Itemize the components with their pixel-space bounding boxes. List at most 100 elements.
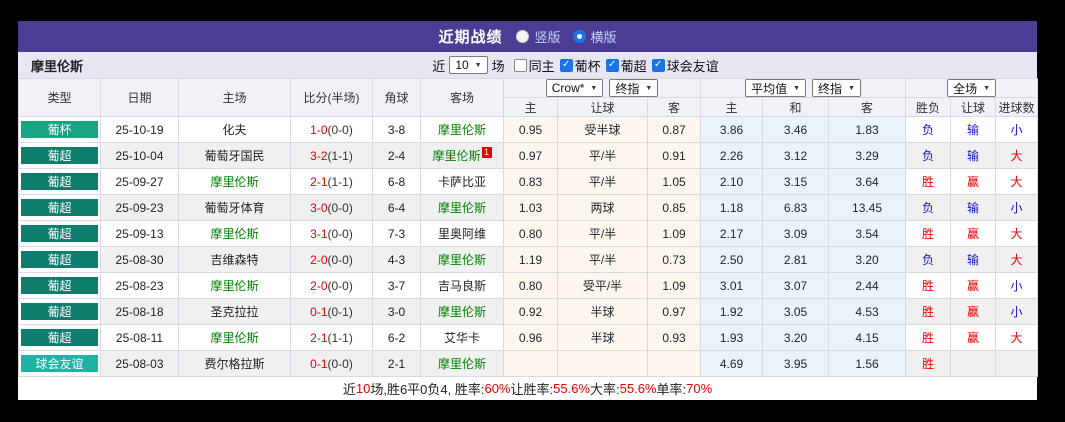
match-count-select[interactable]: 10 ▼ (449, 56, 488, 74)
outcome-cell (995, 350, 1039, 377)
home-team-cell[interactable]: 摩里伦斯 (178, 272, 291, 299)
full-score: 2-0 (310, 252, 328, 267)
handicap-odds-cell: 0.85 (646, 194, 702, 221)
average-odds-cell: 3.15 (762, 168, 830, 195)
outcome-cell: 大 (995, 324, 1039, 351)
summary-segment: 场,胜6平0负4, 胜率: (370, 382, 485, 397)
handicap-odds-cell: 1.09 (646, 272, 702, 299)
filter-checkbox-item[interactable]: ✓ 球会友谊 (651, 56, 719, 75)
home-team-cell[interactable]: 摩里伦斯 (178, 220, 291, 247)
layout-radio-vertical[interactable]: 竖版 (516, 27, 561, 46)
outcome-cell: 赢 (950, 298, 997, 325)
panel-title: 近期战绩 (438, 29, 503, 46)
sub-col-header: 客 (646, 97, 702, 117)
handicap-odds-cell: 0.87 (646, 116, 702, 143)
away-team-name: 摩里伦斯 (437, 201, 486, 215)
away-team-cell[interactable]: 摩里伦斯 (420, 194, 504, 221)
away-team-cell[interactable]: 摩里伦斯 (420, 298, 504, 325)
average-odds-cell: 3.64 (828, 168, 907, 195)
filter-controls: 近 10 ▼ 场 同主 ✓ 葡杯 ✓ 葡超 ✓ 球会友谊 (432, 56, 719, 75)
away-team-name: 摩里伦斯 (437, 123, 486, 137)
handicap-odds-cell: 0.92 (503, 298, 558, 325)
outcome-cell: 大 (995, 142, 1039, 169)
summary-segment: 55.6% (619, 381, 657, 396)
match-type-cell: 球会友谊 (18, 350, 101, 377)
period-select[interactable]: 全场 ▼ (947, 79, 997, 97)
radio-icon[interactable] (572, 30, 586, 43)
red-card-badge: 1 (481, 147, 492, 158)
outcome-cell: 负 (905, 194, 952, 221)
checkbox-icon[interactable]: ✓ (651, 58, 665, 72)
radio-label: 横版 (590, 30, 617, 45)
summary-segment: 单率: (656, 382, 687, 397)
bookmaker-select[interactable]: Crow* ▼ (545, 79, 604, 97)
home-team-cell[interactable]: 化夫 (178, 116, 291, 143)
title-bar: 近期战绩 竖版 横版 (18, 21, 1037, 52)
table-row: 葡超 25-08-30 吉维森特 2-0(0-0) 4-3 摩里伦斯 1.19 平/半 0.73… (18, 246, 1039, 273)
summary-segment: 近 (342, 382, 356, 397)
outcome-cell: 负 (905, 142, 952, 169)
checkbox-label: 同主 (528, 58, 555, 74)
competition-badge: 葡超 (21, 251, 98, 268)
away-team-cell[interactable]: 摩里伦斯 1 (420, 142, 504, 169)
home-team-cell[interactable]: 葡萄牙体育 (178, 194, 291, 221)
away-team-name: 摩里伦斯 (437, 357, 486, 371)
handicap-odds-cell (503, 350, 558, 377)
col-header-corner: 角球 (372, 78, 421, 117)
handicap-odds-type-select[interactable]: 终指 ▼ (609, 79, 659, 97)
average-odds-cell: 3.09 (762, 220, 830, 247)
table-row: 葡超 25-08-18 圣克拉拉 0-1(0-1) 3-0 摩里伦斯 0.92 半球 0.97 1… (18, 298, 1039, 325)
score-cell: 1-0(0-0) (290, 116, 373, 143)
layout-radio-horizontal[interactable]: 横版 (572, 27, 617, 46)
outcome-cell: 胜 (905, 168, 952, 195)
half-score: (1-1) (327, 330, 353, 345)
away-team-cell[interactable]: 卡萨比亚 (420, 168, 504, 195)
sub-col-header: 和 (762, 97, 830, 117)
filter-checkbox-item[interactable]: ✓ 葡杯 (559, 56, 601, 75)
handicap-odds-cell: 1.09 (646, 220, 702, 247)
home-team-cell[interactable]: 葡萄牙国民 (178, 142, 291, 169)
outcome-cell: 小 (995, 298, 1039, 325)
match-type-cell: 葡超 (18, 194, 101, 221)
corner-cell: 3-0 (372, 298, 421, 325)
summary-segment: 55.6% (553, 381, 590, 396)
date-cell: 25-08-11 (100, 324, 179, 351)
outcome-cell: 大 (995, 246, 1039, 273)
full-score: 0-1 (310, 304, 328, 319)
average-odds-type-select[interactable]: 终指 ▼ (812, 79, 861, 97)
checkbox-icon[interactable]: ✓ (559, 58, 573, 72)
score-cell: 3-2(1-1) (290, 142, 373, 169)
full-score: 0-1 (310, 356, 328, 371)
summary-segment: 让胜率: (510, 382, 554, 397)
away-team-cell[interactable]: 吉马良斯 (420, 272, 504, 299)
radio-icon[interactable] (516, 30, 530, 43)
away-team-cell[interactable]: 摩里伦斯 (420, 116, 504, 143)
corner-cell: 6-2 (372, 324, 421, 351)
average-odds-cell: 3.01 (700, 272, 764, 299)
competition-badge: 葡杯 (21, 121, 98, 138)
filter-checkbox-item[interactable]: ✓ 葡超 (605, 56, 647, 75)
handicap-odds-cell: 受平/半 (557, 272, 648, 299)
match-type-cell: 葡超 (18, 324, 101, 351)
average-select[interactable]: 平均值 ▼ (745, 79, 807, 97)
checkbox-icon[interactable] (513, 58, 527, 72)
average-odds-cell: 1.92 (700, 298, 764, 325)
home-team-cell[interactable]: 费尔格拉斯 (178, 350, 291, 377)
checkbox-icon[interactable]: ✓ (605, 58, 619, 72)
chevron-down-icon: ▼ (848, 84, 855, 92)
outcome-cell: 赢 (950, 324, 997, 351)
home-team-cell[interactable]: 摩里伦斯 (178, 324, 291, 351)
results-table: 类型 日期 主场 比分(半场) 角球 客场 Crow* ▼ 终指 ▼ 平均值 ▼ 终指… (18, 78, 1039, 377)
home-team-cell[interactable]: 摩里伦斯 (178, 168, 291, 195)
home-team-cell[interactable]: 吉维森特 (178, 246, 291, 273)
away-team-cell[interactable]: 摩里伦斯 (420, 350, 504, 377)
handicap-odds-cell: 半球 (557, 324, 648, 351)
away-team-cell[interactable]: 艾华卡 (420, 324, 504, 351)
away-team-cell[interactable]: 里奥阿维 (420, 220, 504, 247)
home-team-cell[interactable]: 圣克拉拉 (178, 298, 291, 325)
average-odds-cell: 4.53 (828, 298, 907, 325)
away-team-cell[interactable]: 摩里伦斯 (420, 246, 504, 273)
handicap-odds-cell: 平/半 (557, 168, 648, 195)
filter-checkbox-item[interactable]: 同主 (513, 56, 555, 75)
checkbox-label: 球会友谊 (666, 58, 719, 74)
